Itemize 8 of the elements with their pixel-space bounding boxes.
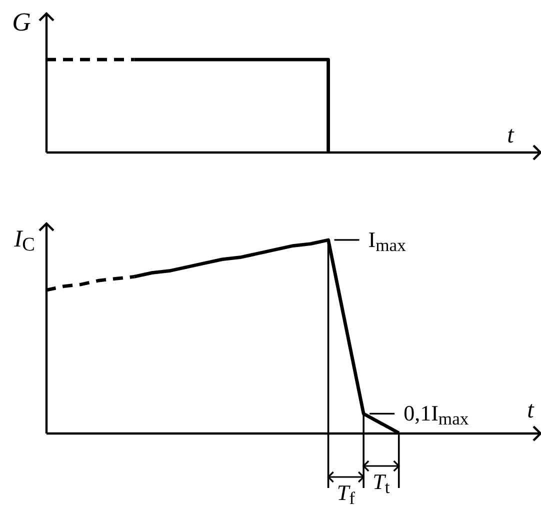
x-axis-title: t	[507, 122, 516, 148]
annotation: 0,1I$_{max}$	[404, 400, 469, 429]
y-axis-title: G	[12, 8, 32, 36]
text: T$_{t}$	[372, 469, 390, 497]
y-axis-title: I$_{C}$	[13, 226, 35, 256]
x-axis-title: t	[527, 398, 536, 424]
annotation: I$_{max}$	[368, 226, 406, 255]
text: T$_{f}$	[336, 480, 356, 508]
